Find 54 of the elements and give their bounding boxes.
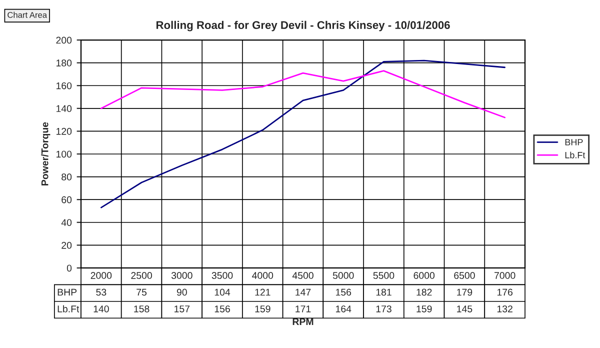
x-tick-label: 4500 bbox=[292, 272, 314, 279]
line-series bbox=[100, 60, 506, 208]
data-label: 181 bbox=[376, 288, 392, 296]
data-label: 164 bbox=[336, 305, 352, 312]
y-tick-label: 60 bbox=[62, 196, 72, 204]
data-label: 157 bbox=[174, 306, 190, 312]
x-tick-label: 7000 bbox=[494, 272, 516, 279]
data-label: 182 bbox=[416, 288, 432, 296]
y-tick-label: 100 bbox=[56, 150, 72, 158]
y-axis-title: Power/Torque bbox=[41, 122, 50, 186]
data-label: 145 bbox=[457, 306, 472, 312]
data-label: 176 bbox=[497, 288, 512, 296]
data-label: 159 bbox=[255, 305, 270, 312]
y-tick-label: 0 bbox=[66, 264, 72, 272]
data-label: 173 bbox=[376, 305, 392, 312]
data-label: 147 bbox=[296, 288, 311, 296]
y-tick-label: 120 bbox=[56, 128, 72, 135]
text: Lb.Ft bbox=[58, 305, 80, 312]
y-tick-label: 180 bbox=[56, 60, 72, 66]
x-tick-label: 3000 bbox=[171, 272, 192, 279]
y-tick-label: 20 bbox=[62, 242, 72, 249]
data-label: 75 bbox=[136, 288, 147, 296]
y-tick-label: 40 bbox=[61, 219, 72, 226]
chart-title: Rolling Road - for Grey Devil - Chris Kinsey - 10/01/2006 bbox=[156, 20, 450, 32]
x-tick-label: 4000 bbox=[252, 272, 274, 279]
data-label: 104 bbox=[214, 288, 230, 296]
x-tick-label: 6000 bbox=[414, 272, 435, 279]
data-label: 53 bbox=[96, 288, 106, 296]
y-tick-label: 200 bbox=[56, 36, 72, 44]
data-label: 171 bbox=[296, 306, 311, 312]
data-label: 156 bbox=[214, 305, 230, 312]
data-label: 132 bbox=[497, 305, 512, 312]
x-tick-label: 6500 bbox=[454, 272, 475, 279]
data-label: 156 bbox=[336, 288, 352, 296]
x-tick-label: 3500 bbox=[212, 272, 233, 279]
text: Chart Area bbox=[8, 12, 48, 18]
legend-label: Lb.Ft bbox=[565, 152, 586, 158]
x-axis-title: RPM bbox=[292, 318, 314, 326]
data-label: 158 bbox=[134, 305, 150, 312]
data-label: 90 bbox=[176, 288, 187, 296]
y-tick-label: 140 bbox=[56, 105, 72, 112]
data-label: 121 bbox=[255, 288, 270, 296]
data-label: 140 bbox=[94, 305, 109, 312]
x-tick-label: 2000 bbox=[90, 272, 112, 279]
text: BHP bbox=[58, 288, 77, 296]
x-tick-label: 5500 bbox=[373, 272, 394, 279]
line-series bbox=[100, 70, 506, 118]
x-tick-label: 5000 bbox=[332, 272, 354, 279]
data-label: 179 bbox=[457, 288, 472, 296]
y-tick-label: 80 bbox=[62, 174, 72, 180]
y-tick-label: 160 bbox=[56, 82, 72, 90]
legend-label: BHP bbox=[565, 139, 583, 146]
x-tick-label: 2500 bbox=[131, 272, 152, 279]
data-label: 159 bbox=[416, 305, 432, 312]
